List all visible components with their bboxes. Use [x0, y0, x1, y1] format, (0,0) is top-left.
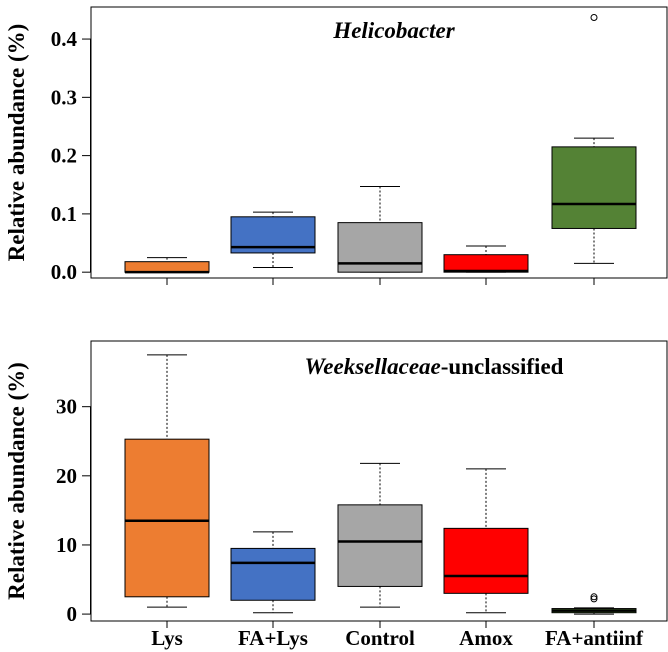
box-amox: [443, 468, 529, 614]
box-amox: [443, 245, 529, 273]
panel-title: Weeksellaceae-unclassified: [305, 354, 564, 379]
box-fa-antiinf: [551, 13, 637, 264]
outlier-point: [590, 593, 598, 601]
iqr-box: [551, 146, 637, 229]
box-lys: [124, 354, 210, 608]
y-axis-title: Relative abundance (%): [4, 362, 29, 600]
iqr-box: [443, 254, 529, 273]
panel-title-italic: Weeksellaceae: [305, 354, 441, 379]
panel-helicobacter: 0.0 0.1 0.2 0.3 0.4 Relative abundance (%) Hel…: [4, 6, 668, 285]
x-tick-label: FA+Lys: [238, 626, 308, 650]
y-tick-label: 0.4: [51, 27, 78, 51]
iqr-box: [124, 438, 210, 598]
y-tick-label: 0.3: [51, 85, 77, 109]
x-axis-labels: Lys FA+Lys Control Amox FA+antiinf: [151, 626, 644, 650]
y-tick-label: 0.1: [51, 202, 77, 226]
y-tick-label: 0: [67, 602, 78, 626]
x-tick-label: Lys: [151, 626, 183, 650]
box-fa-lys: [230, 531, 316, 614]
box-control: [337, 186, 423, 273]
box-lys: [124, 257, 210, 274]
y-tick-label: 30: [56, 395, 77, 419]
box-fa-antiinf: [551, 593, 637, 615]
x-tick-label: Amox: [459, 626, 513, 650]
y-tick-label: 10: [56, 533, 77, 557]
box-control: [337, 462, 423, 608]
iqr-box: [230, 547, 316, 601]
panel-title-italic: Helicobacter: [332, 18, 455, 43]
panel-title: Helicobacter: [332, 18, 455, 43]
iqr-box: [124, 261, 210, 273]
iqr-box: [337, 504, 423, 587]
x-tick-label: Control: [345, 626, 415, 650]
panel-title-rest: -unclassified: [441, 354, 564, 379]
outlier-point: [590, 13, 598, 21]
outlier-point: [590, 595, 598, 603]
y-tick-label: 20: [56, 464, 77, 488]
y-tick-label: 0.0: [51, 260, 77, 284]
iqr-box: [337, 222, 423, 273]
x-tick-label: FA+antiinf: [545, 626, 644, 650]
y-tick-label: 0.2: [51, 144, 77, 168]
y-axis-title: Relative abundance (%): [4, 24, 29, 262]
box-fa-lys: [230, 211, 316, 269]
iqr-box: [443, 527, 529, 594]
panel-weeksellaceae: 0 10 20 30 Relative abundance (%) Weeksellace…: [4, 340, 668, 628]
